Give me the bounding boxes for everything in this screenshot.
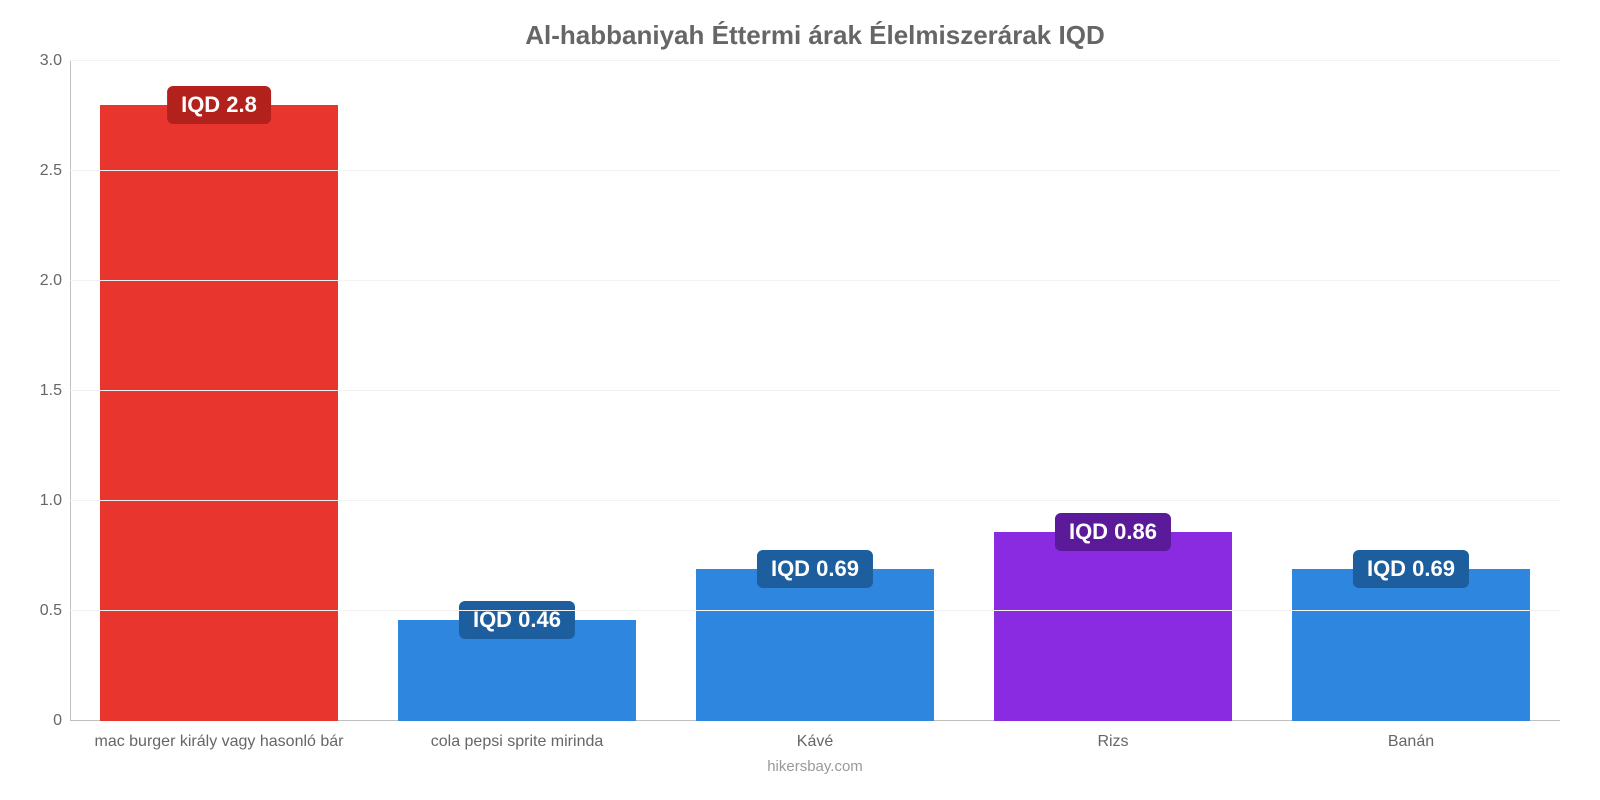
- y-axis: 00.51.01.52.02.53.0: [20, 61, 70, 721]
- bar-value-badge: IQD 0.69: [757, 550, 873, 588]
- gridline: [70, 610, 1560, 611]
- bar: IQD 0.69: [1292, 61, 1530, 721]
- x-axis-labels: mac burger király vagy hasonló bárcola p…: [70, 733, 1560, 751]
- gridline: [70, 500, 1560, 501]
- y-tick-label: 1.0: [20, 492, 62, 510]
- x-tick-label: Rizs: [964, 733, 1262, 751]
- gridline: [70, 170, 1560, 171]
- bar-value-badge: IQD 0.46: [459, 601, 575, 639]
- y-tick-label: 3.0: [20, 52, 62, 70]
- gridline: [70, 280, 1560, 281]
- gridline: [70, 390, 1560, 391]
- y-tick-label: 0: [20, 712, 62, 730]
- y-tick-label: 2.0: [20, 272, 62, 290]
- x-tick-label: Kávé: [666, 733, 964, 751]
- bar: IQD 0.69: [696, 61, 934, 721]
- bar-value-badge: IQD 2.8: [167, 86, 271, 124]
- bar: IQD 0.46: [398, 61, 636, 721]
- gridline: [70, 60, 1560, 61]
- chart-container: Al-habbaniyah Éttermi árak Élelmiszerára…: [0, 0, 1600, 800]
- bar-slot: IQD 0.69: [1262, 61, 1560, 721]
- x-tick-label: mac burger király vagy hasonló bár: [70, 733, 368, 751]
- y-tick-label: 1.5: [20, 382, 62, 400]
- x-tick-label: cola pepsi sprite mirinda: [368, 733, 666, 751]
- bar: IQD 0.86: [994, 61, 1232, 721]
- bar-fill: [696, 569, 934, 721]
- y-tick-label: 0.5: [20, 602, 62, 620]
- bar: IQD 2.8: [100, 61, 338, 721]
- bar-value-badge: IQD 0.86: [1055, 513, 1171, 551]
- chart-footer: hikersbay.com: [70, 758, 1560, 775]
- bar-slot: IQD 0.86: [964, 61, 1262, 721]
- bar-slot: IQD 2.8: [70, 61, 368, 721]
- bar-slot: IQD 0.69: [666, 61, 964, 721]
- chart-title: Al-habbaniyah Éttermi árak Élelmiszerára…: [70, 20, 1560, 51]
- bars-group: IQD 2.8 IQD 0.46 IQD 0.69 IQD 0.86 IQD 0.69: [70, 61, 1560, 721]
- y-tick-label: 2.5: [20, 162, 62, 180]
- bar-fill: [1292, 569, 1530, 721]
- bar-value-badge: IQD 0.69: [1353, 550, 1469, 588]
- plot-area: 00.51.01.52.02.53.0 IQD 2.8IQD 0.46IQD 0…: [70, 61, 1560, 721]
- x-tick-label: Banán: [1262, 733, 1560, 751]
- bar-fill: [100, 105, 338, 721]
- bar-slot: IQD 0.46: [368, 61, 666, 721]
- bar-fill: [994, 532, 1232, 721]
